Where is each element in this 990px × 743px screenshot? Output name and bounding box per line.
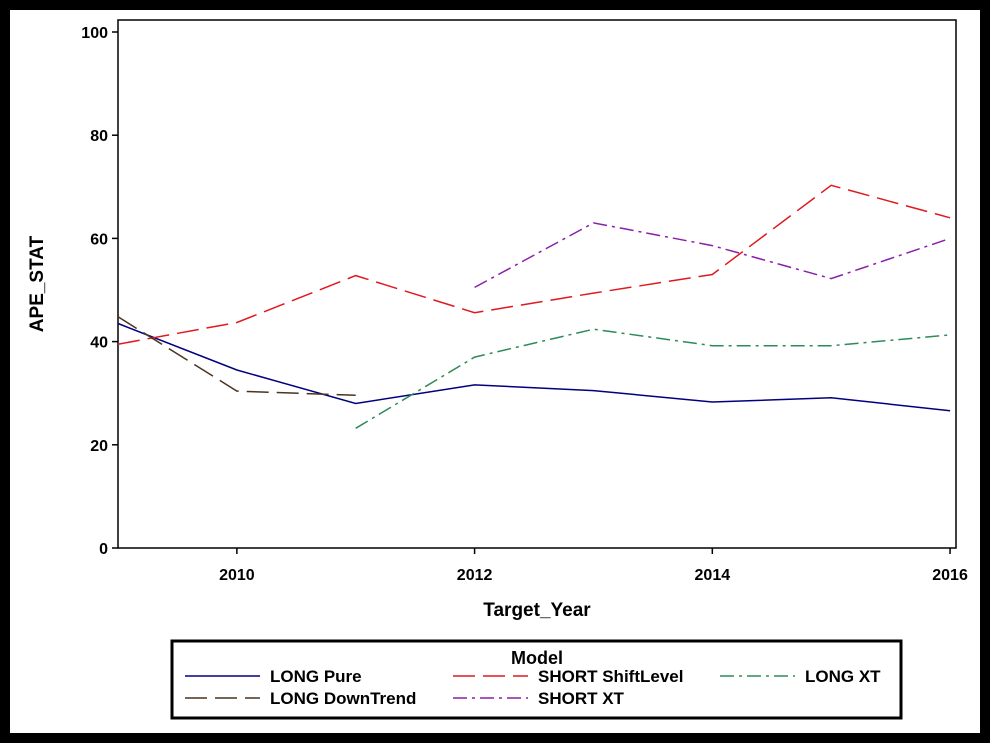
legend-label-short-shiftlevel: SHORT ShiftLevel (538, 667, 683, 686)
y-tick-label: 60 (90, 231, 108, 248)
x-axis-title: Target_Year (483, 600, 591, 621)
y-tick-label: 0 (99, 541, 108, 558)
chart-frame: 0 20 40 60 80 100 2010 2012 2014 2016 APE_STAT T… (10, 10, 980, 733)
y-tick-label: 40 (90, 335, 108, 352)
line-chart: 0 20 40 60 80 100 2010 2012 2014 2016 APE_STAT T… (27, 19, 968, 720)
series-line-short-xt (474, 222, 951, 289)
series-line-long-downtrend (117, 316, 356, 397)
legend: Model LONG Pure SHORT ShiftLevel LONG XT LO… (170, 639, 903, 720)
legend-label-long-pure: LONG Pure (270, 667, 362, 686)
series-line-long-pure (117, 322, 951, 412)
y-tick-label: 20 (90, 438, 108, 455)
series-line-short-shiftlevel (117, 184, 951, 345)
legend-label-long-downtrend: LONG DownTrend (270, 689, 416, 708)
x-tick-label: 2014 (695, 567, 731, 584)
legend-label-long-xt: LONG XT (805, 667, 881, 686)
legend-title: Model (511, 648, 563, 668)
x-tick-label: 2016 (932, 567, 968, 584)
series-line-long-xt (355, 328, 951, 429)
plot-area-border (117, 19, 957, 549)
series-group (117, 184, 951, 429)
y-axis-title: APE_STAT (27, 235, 48, 332)
x-tick-label: 2012 (457, 567, 493, 584)
legend-box (170, 639, 903, 720)
y-tick-label: 80 (90, 128, 108, 145)
x-tick-label: 2010 (219, 567, 255, 584)
y-axis: 0 20 40 60 80 100 (81, 25, 118, 558)
y-tick-label: 100 (81, 25, 108, 42)
x-axis: 2010 2012 2014 2016 (219, 548, 968, 584)
legend-label-short-xt: SHORT XT (538, 689, 625, 708)
